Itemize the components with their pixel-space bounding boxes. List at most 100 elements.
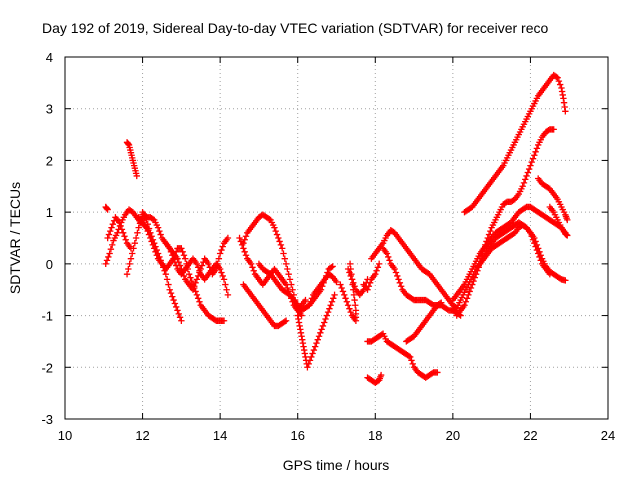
data-point [485, 231, 493, 238]
data-point [329, 263, 336, 270]
data-point [152, 248, 159, 255]
data-point [156, 227, 163, 235]
data-point [108, 241, 116, 249]
data-point [163, 276, 171, 283]
data-point [104, 234, 111, 242]
data-point [149, 215, 157, 223]
data-point [237, 238, 245, 245]
data-point [170, 255, 177, 262]
chart-title: Day 192 of 2019, Sidereal Day-to-day VTE… [42, 20, 548, 36]
data-point [523, 172, 530, 180]
data-point [121, 233, 128, 240]
data-point [279, 245, 286, 252]
data-point [281, 255, 288, 262]
data-point [341, 291, 348, 299]
series-s27 [546, 203, 571, 239]
series-s10 [240, 281, 290, 330]
data-point [130, 245, 137, 252]
data-point [153, 252, 160, 259]
y-tick-label: 3 [46, 102, 53, 117]
data-point [241, 236, 248, 243]
data-point [408, 357, 415, 364]
data-point [219, 243, 226, 250]
data-point [276, 238, 283, 245]
data-point [218, 246, 225, 254]
data-point [315, 333, 323, 340]
data-point [189, 286, 197, 293]
data-point [556, 81, 564, 88]
data-point [360, 286, 367, 293]
data-point [333, 278, 340, 286]
y-tick-label: -3 [41, 412, 53, 427]
data-point [469, 281, 476, 288]
data-point [149, 241, 157, 249]
data-point [117, 222, 124, 230]
data-point [132, 234, 140, 242]
series-s24 [534, 175, 571, 224]
x-tick-label: 14 [213, 428, 227, 443]
data-point [114, 229, 121, 237]
series-s4 [123, 139, 140, 180]
data-point [271, 224, 278, 231]
data-point [285, 271, 292, 278]
data-point [119, 229, 127, 237]
data-point [307, 298, 314, 305]
data-point [105, 253, 112, 261]
data-point [527, 162, 534, 169]
series-s18 [364, 330, 441, 381]
data-point [465, 291, 472, 299]
data-point [143, 224, 150, 231]
series-s29 [344, 265, 371, 299]
data-point [342, 295, 349, 302]
data-point [375, 260, 383, 268]
data-point [247, 260, 255, 268]
data-point [462, 298, 469, 305]
data-point [194, 264, 202, 271]
data-point [147, 234, 154, 242]
data-point [169, 252, 176, 259]
data-point [118, 226, 126, 233]
data-point [238, 241, 246, 249]
data-point [344, 265, 352, 273]
data-point [266, 215, 273, 223]
data-point [536, 253, 543, 261]
series-s13 [294, 291, 338, 371]
series-s26 [453, 219, 554, 319]
data-point [328, 298, 336, 305]
data-point [328, 264, 335, 271]
data-point [309, 350, 316, 357]
data-point [532, 243, 539, 250]
data-point [282, 317, 290, 324]
data-point [363, 279, 370, 287]
data-point [236, 234, 243, 242]
data-point [107, 246, 115, 253]
data-point [219, 272, 226, 280]
data-point [331, 291, 338, 299]
data-point [284, 265, 291, 273]
series-s12 [255, 260, 336, 314]
data-point [562, 277, 569, 284]
data-point [555, 77, 563, 85]
data-point [385, 253, 392, 261]
data-point [131, 239, 139, 247]
data-point [134, 229, 141, 237]
data-point [305, 360, 312, 368]
data-point [241, 248, 248, 255]
y-tick-label: 0 [46, 257, 53, 272]
data-point [240, 245, 247, 252]
data-point [467, 284, 475, 292]
series-s16 [368, 227, 460, 312]
data-point [306, 357, 314, 364]
series-s23 [476, 126, 557, 262]
data-point [282, 281, 290, 288]
grid-lines [65, 57, 608, 419]
data-point [528, 233, 535, 240]
data-point [127, 255, 135, 262]
data-point [196, 267, 203, 274]
data-point [222, 281, 229, 288]
data-point [466, 288, 473, 295]
data-point [179, 248, 186, 255]
series-s20 [403, 299, 445, 345]
data-point [546, 271, 554, 278]
data-point [406, 353, 414, 361]
